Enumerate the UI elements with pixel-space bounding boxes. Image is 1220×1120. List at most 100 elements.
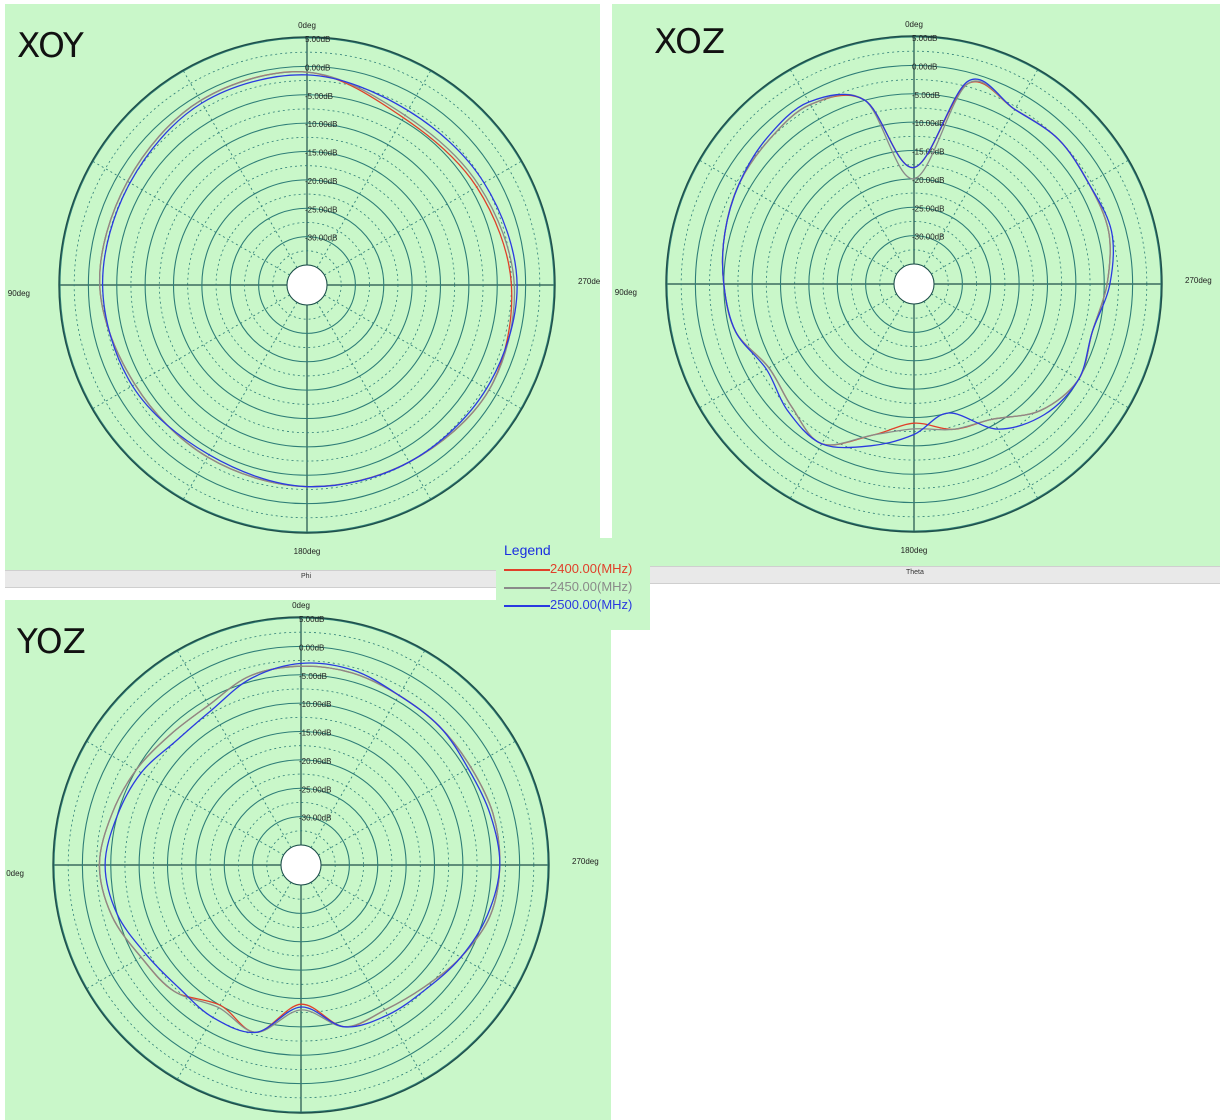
xoy-radial-tick-label: -10.00dB bbox=[305, 120, 337, 129]
yoz-outer-ring bbox=[52, 616, 550, 1114]
xoz-radial-tick-label: -10.00dB bbox=[912, 119, 944, 128]
xoz-ring bbox=[737, 107, 1091, 461]
yoz-angle-label-right: 270deg bbox=[572, 857, 599, 866]
yoz-radial-tick-label: -10.00dB bbox=[299, 700, 331, 709]
xoz-outer-ring bbox=[665, 35, 1163, 533]
xoz-ring bbox=[851, 221, 977, 347]
xoz-radial-tick-label: 5.00dB bbox=[912, 34, 937, 43]
yoz-title: YOZ bbox=[17, 622, 86, 662]
xoz-ring bbox=[879, 249, 949, 319]
legend-swatch-2400 bbox=[504, 569, 550, 571]
xoy-ring bbox=[172, 150, 442, 420]
yoz-radial-tick-label: 0.00dB bbox=[299, 643, 324, 652]
xoz-radial-tick-label: -25.00dB bbox=[912, 204, 944, 213]
yoz-radial-tick-label: -30.00dB bbox=[299, 814, 331, 823]
xoz-series-2400 bbox=[721, 81, 1111, 446]
yoz-ring bbox=[166, 730, 436, 1000]
yoz-ring bbox=[81, 645, 521, 1085]
xoy-ring bbox=[87, 65, 527, 505]
yoz-radial-tick-label: -20.00dB bbox=[299, 757, 331, 766]
xoz-ring bbox=[751, 121, 1077, 447]
legend-item-2400: 2400.00(MHz) bbox=[504, 560, 649, 578]
xoz-ring bbox=[666, 36, 1162, 532]
xoy-angle-label-bottom: 180deg bbox=[294, 547, 321, 556]
xoz-polar-panel: 5.00dB 0.00dB -5.00dB -10.00dB -15.00dB -20.0… bbox=[612, 4, 1220, 566]
xoy-ring bbox=[144, 122, 470, 448]
xoy-ring bbox=[229, 207, 385, 363]
xoy-ring bbox=[73, 51, 541, 519]
xoy-ring bbox=[130, 108, 484, 462]
xoy-ring bbox=[258, 236, 356, 334]
yoz-ring bbox=[266, 830, 336, 900]
yoz-ring bbox=[209, 773, 393, 957]
xoy-angle-label-left: 90deg bbox=[8, 289, 30, 298]
yoz-radial-tick-label: 5.00dB bbox=[299, 615, 324, 624]
xoz-ring bbox=[765, 135, 1063, 433]
xoy-ring bbox=[116, 94, 498, 476]
yoz-series-2500 bbox=[104, 662, 501, 1034]
legend-title: Legend bbox=[504, 542, 551, 558]
phi-axis-strip: Phi bbox=[5, 570, 500, 588]
yoz-ring bbox=[96, 660, 506, 1070]
xoy-ring bbox=[201, 179, 413, 391]
xoy-ring bbox=[215, 193, 399, 377]
xoz-ring bbox=[709, 79, 1119, 489]
xoz-radial-tick-label: -30.00dB bbox=[912, 233, 944, 242]
legend-label-2450: 2450.00(MHz) bbox=[550, 579, 633, 594]
xoz-title: XOZ bbox=[654, 22, 726, 62]
xoz-angle-label-left: 90deg bbox=[615, 288, 637, 297]
legend-item-2450: 2450.00(MHz) bbox=[504, 578, 649, 596]
xoz-ring bbox=[836, 206, 992, 362]
xoy-title: XOY bbox=[17, 26, 84, 66]
xoy-radial-tick-label: -30.00dB bbox=[305, 234, 337, 243]
yoz-ring bbox=[53, 617, 549, 1113]
xoz-ring bbox=[794, 164, 1034, 404]
xoy-ring bbox=[187, 165, 427, 405]
xoy-polar-chart: 5.00dB 0.00dB -5.00dB -10.00dB -15.00dB -20.0… bbox=[8, 21, 600, 556]
yoz-polar-panel: 5.00dB 0.00dB -5.00dB -10.00dB -15.00dB -20.0… bbox=[5, 600, 611, 1120]
yoz-ring bbox=[152, 716, 450, 1014]
xoz-center-hole bbox=[893, 263, 935, 305]
legend-swatch-2500 bbox=[504, 605, 550, 607]
xoy-radial-tick-label: -25.00dB bbox=[305, 205, 337, 214]
xoz-radial-tick-label: -20.00dB bbox=[912, 176, 944, 185]
xoy-radial-tick-label: -15.00dB bbox=[305, 149, 337, 158]
xoy-ring bbox=[272, 250, 342, 320]
xoz-angle-label-top: 0deg bbox=[905, 20, 923, 29]
xoy-radial-tick-label: -20.00dB bbox=[305, 177, 337, 186]
yoz-center-hole bbox=[280, 844, 322, 886]
xoy-angle-label-right: 270deg bbox=[578, 277, 600, 286]
yoz-ring bbox=[223, 787, 379, 943]
xoy-ring bbox=[59, 37, 555, 533]
xoy-series-2500 bbox=[101, 74, 518, 488]
xoz-ring bbox=[865, 235, 963, 333]
xoz-series-2450 bbox=[721, 80, 1111, 446]
xoz-ring bbox=[694, 64, 1134, 504]
yoz-polar-chart: 5.00dB 0.00dB -5.00dB -10.00dB -15.00dB -20.0… bbox=[6, 601, 599, 1114]
yoz-ring bbox=[238, 802, 364, 928]
xoy-outer-ring bbox=[58, 36, 556, 534]
legend-label-2400: 2400.00(MHz) bbox=[550, 561, 633, 576]
yoz-radial-tick-label: -5.00dB bbox=[299, 672, 327, 681]
legend-item-2500: 2500.00(MHz) bbox=[504, 596, 649, 614]
theta-label: Theta bbox=[906, 569, 924, 576]
yoz-ring bbox=[110, 674, 492, 1056]
xoz-ring bbox=[822, 192, 1006, 376]
legend: Legend 2400.00(MHz) 2450.00(MHz) 2500.00… bbox=[496, 538, 650, 630]
xoz-angle-label-bottom: 180deg bbox=[901, 546, 928, 555]
xoz-ring bbox=[680, 50, 1148, 518]
xoz-polar-chart: 5.00dB0.00dB-5.00dB-10.00dB-15.00dB-20.0… bbox=[615, 20, 1212, 555]
yoz-ring bbox=[252, 816, 350, 914]
yoz-ring bbox=[124, 688, 478, 1042]
yoz-series-2450 bbox=[98, 665, 501, 1033]
xoy-polar-panel: 5.00dB 0.00dB -5.00dB -10.00dB -15.00dB -20.0… bbox=[5, 4, 600, 570]
xoz-angle-label-right: 270deg bbox=[1185, 276, 1212, 285]
yoz-angle-label-top: 0deg bbox=[292, 601, 310, 610]
yoz-ring bbox=[181, 745, 421, 985]
xoz-radial-tick-label: -5.00dB bbox=[912, 91, 940, 100]
yoz-ring bbox=[138, 702, 464, 1028]
xoy-angle-label-top: 0deg bbox=[298, 21, 316, 30]
phi-label: Phi bbox=[301, 573, 312, 580]
legend-swatch-2450 bbox=[504, 587, 550, 589]
yoz-ring bbox=[67, 631, 535, 1099]
